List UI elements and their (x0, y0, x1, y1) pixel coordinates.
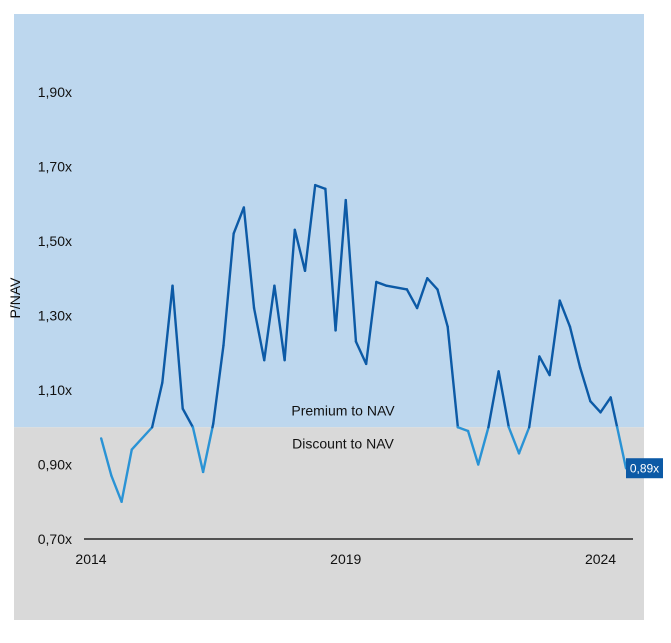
series-line-segment (120, 448, 133, 503)
series-line-segment (415, 277, 429, 310)
series-line-segment (99, 437, 113, 477)
series-line-segment (436, 288, 449, 328)
series-line-segment (538, 355, 551, 377)
series-line-segment (334, 198, 347, 332)
series-line-segment (487, 370, 500, 429)
series-line-segment (150, 381, 164, 429)
series-line-segment (364, 280, 378, 366)
series-line-segment (589, 399, 602, 414)
series-line-segment (324, 187, 337, 332)
premium-zone (14, 14, 644, 428)
series-line-segment (609, 396, 619, 429)
x-tick-label: 2014 (75, 551, 106, 567)
series-line-segment (599, 396, 612, 414)
series-line-segment (446, 325, 460, 429)
end-value-badge (626, 458, 663, 479)
series-line-segment (568, 325, 582, 369)
y-tick-label: 1,10x (38, 382, 72, 398)
series-line-segment (507, 426, 521, 455)
series-line-segment (354, 340, 368, 366)
y-axis-ticks: 0,70x 0,90x 1,10x 1,30x 1,50x 1,70x 1,90x (38, 84, 72, 547)
premium-zone-label: Premium to NAV (291, 402, 395, 418)
series-line-segment (303, 183, 317, 272)
series-line-segment (517, 426, 531, 455)
y-axis-title: P/NAV (7, 277, 23, 319)
series-line-segment (426, 277, 439, 291)
y-tick-label: 0,70x (38, 531, 72, 547)
series-line-segment (110, 474, 123, 503)
series-line-segment (130, 426, 154, 451)
discount-zone (14, 427, 644, 620)
series-line-segment (497, 370, 511, 429)
series-line-segment (191, 426, 205, 474)
series-line-segment (161, 284, 174, 384)
series-line-segment (477, 426, 490, 466)
end-value-label: 0,89x (630, 462, 659, 476)
y-tick-label: 1,70x (38, 159, 72, 175)
series-line-segment (405, 288, 419, 310)
y-tick-label: 1,90x (38, 84, 72, 100)
y-tick-label: 1,30x (38, 308, 72, 324)
series-line-segment (293, 228, 307, 272)
x-tick-label: 2024 (585, 551, 616, 567)
series-line-segment (313, 183, 327, 191)
series-line-segment (385, 284, 409, 291)
discount-zone-label: Discount to NAV (292, 435, 394, 451)
series-line-segment (273, 284, 286, 362)
series-line-segment (456, 426, 470, 433)
series-line-segment (527, 355, 541, 429)
series-line-segment (252, 306, 266, 362)
series-line-segment (222, 232, 235, 347)
series-line-segment (242, 206, 256, 310)
series-line-segment (615, 426, 628, 470)
series-line-segment (212, 344, 225, 425)
series-line-segment (201, 426, 214, 474)
series-line-segment (548, 299, 561, 377)
y-tick-label: 1,50x (38, 233, 72, 249)
series-line-segment (181, 407, 195, 429)
series-line-segment (171, 284, 184, 410)
series-line-segment (578, 366, 592, 403)
series-line-segment (558, 299, 572, 328)
series-line-segment (283, 228, 297, 362)
y-tick-label: 0,90x (38, 457, 72, 473)
series-line-segment (375, 280, 388, 287)
series-line-segment (232, 206, 246, 235)
x-tick-label: 2019 (330, 551, 361, 567)
x-axis-ticks: 2014 2019 2024 (75, 551, 616, 567)
series-line-segment (466, 429, 480, 466)
series-line-segment (263, 284, 276, 362)
series-line-segment (344, 198, 358, 343)
pnav-series (99, 183, 628, 503)
